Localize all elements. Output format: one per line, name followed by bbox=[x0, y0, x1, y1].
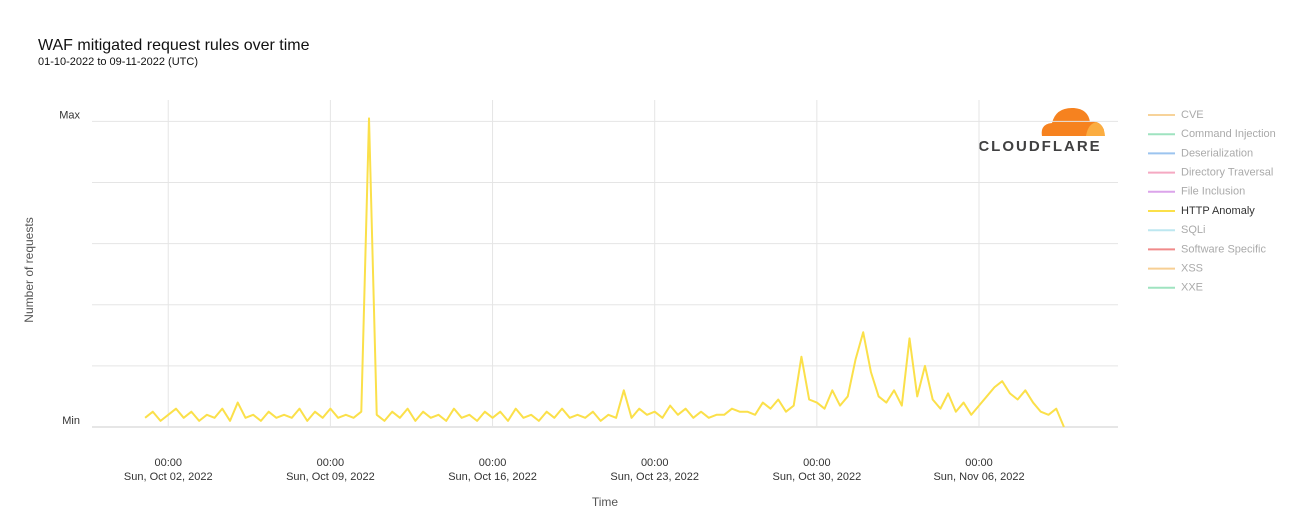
x-tick-label: Sun, Oct 23, 2022 bbox=[610, 471, 699, 483]
x-tick-label: Sun, Oct 09, 2022 bbox=[286, 471, 375, 483]
legend-label: Command Injection bbox=[1181, 128, 1276, 140]
x-tick-label: 00:00 bbox=[154, 457, 182, 469]
legend-label: Deserialization bbox=[1181, 147, 1253, 159]
chart-subtitle: 01-10-2022 to 09-11-2022 (UTC) bbox=[38, 56, 198, 68]
x-tick-label: Sun, Oct 02, 2022 bbox=[124, 471, 213, 483]
legend-label: XXE bbox=[1181, 282, 1203, 294]
legend-label: CVE bbox=[1181, 109, 1204, 121]
x-tick-label: 00:00 bbox=[803, 457, 831, 469]
x-tick-label: 00:00 bbox=[965, 457, 993, 469]
y-axis-label: Number of requests bbox=[22, 217, 36, 322]
legend-label: File Inclusion bbox=[1181, 186, 1245, 198]
legend-label: SQLi bbox=[1181, 224, 1205, 236]
y-tick-label: Max bbox=[59, 109, 80, 121]
series-line bbox=[144, 117, 1065, 428]
legend-label: Software Specific bbox=[1181, 243, 1266, 255]
x-axis-label: Time bbox=[592, 495, 619, 509]
x-tick-label: Sun, Oct 30, 2022 bbox=[773, 471, 862, 483]
x-tick-label: 00:00 bbox=[641, 457, 669, 469]
legend-label: Directory Traversal bbox=[1181, 167, 1273, 179]
legend-label: XSS bbox=[1181, 263, 1203, 275]
x-tick-label: Sun, Nov 06, 2022 bbox=[933, 471, 1024, 483]
legend-label: HTTP Anomaly bbox=[1181, 205, 1255, 217]
x-tick-label: Sun, Oct 16, 2022 bbox=[448, 471, 537, 483]
logo: CLOUDFLARE bbox=[978, 107, 1105, 155]
x-tick-label: 00:00 bbox=[479, 457, 507, 469]
x-tick-label: 00:00 bbox=[317, 457, 345, 469]
y-tick-label: Min bbox=[62, 415, 80, 427]
logo-text: CLOUDFLARE bbox=[978, 138, 1101, 155]
chart-title: WAF mitigated request rules over time bbox=[38, 37, 310, 54]
logo-cloud-small bbox=[1086, 122, 1105, 136]
